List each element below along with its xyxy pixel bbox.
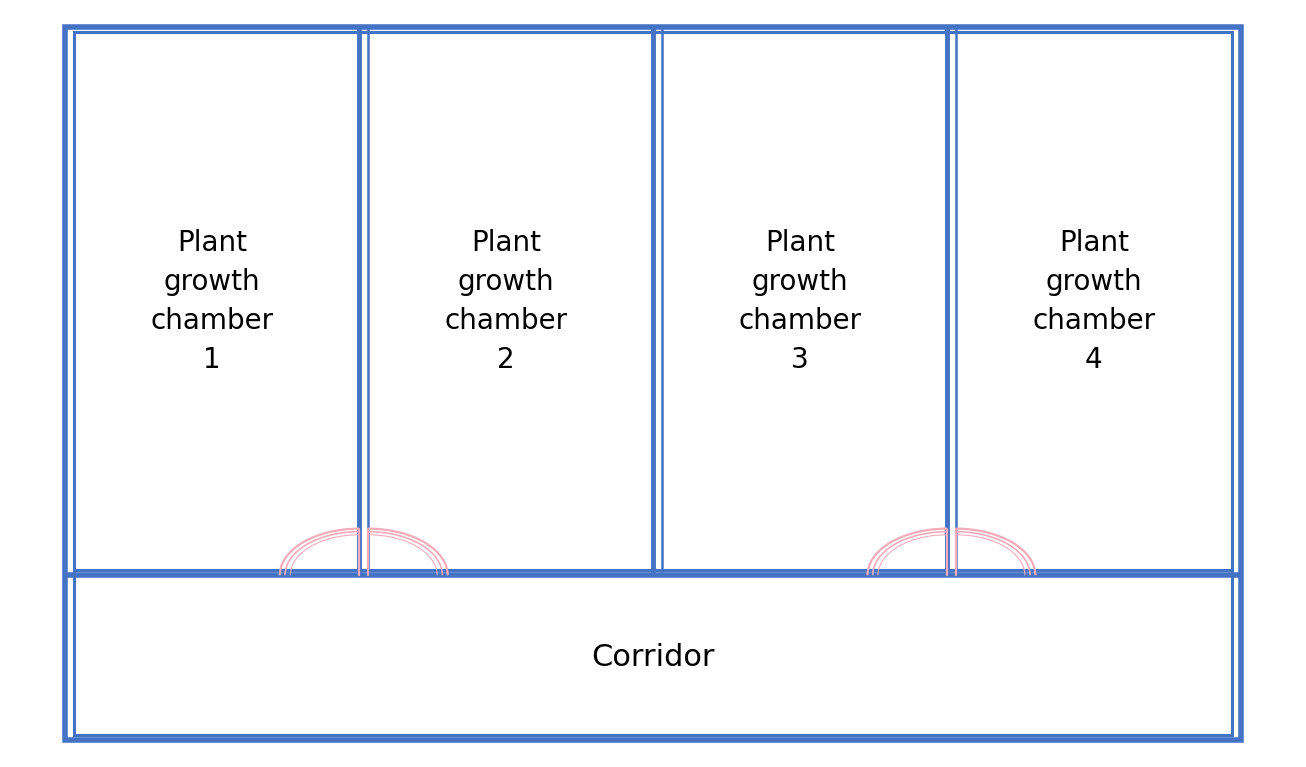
Text: Plant
growth
chamber
4: Plant growth chamber 4: [1032, 229, 1156, 374]
Text: Plant
growth
chamber
2: Plant growth chamber 2: [444, 229, 568, 374]
Text: Plant
growth
chamber
3: Plant growth chamber 3: [738, 229, 862, 374]
Bar: [74, 32, 1232, 735]
Text: Corridor: Corridor: [592, 644, 714, 672]
Text: Plant
growth
chamber
1: Plant growth chamber 1: [150, 229, 274, 374]
Bar: [65, 27, 1241, 740]
